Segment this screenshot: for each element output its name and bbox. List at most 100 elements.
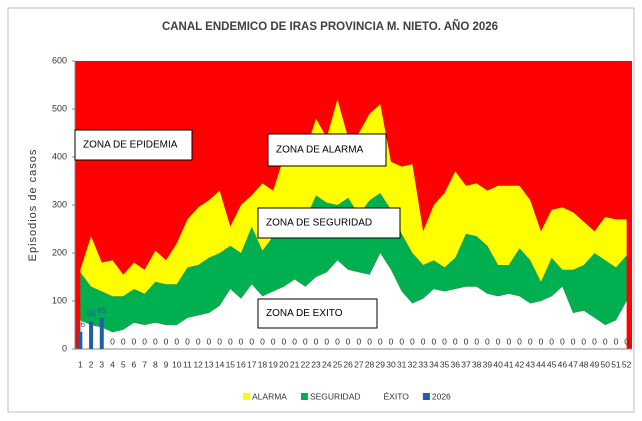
x-tick-label: 9: [164, 359, 169, 369]
data-label: 65: [97, 305, 107, 315]
x-tick-label: 20: [279, 359, 289, 369]
data-label: 0: [346, 336, 351, 346]
y-tick-label: 0: [62, 343, 67, 353]
data-label: 0: [249, 336, 254, 346]
y-tick-label: 500: [52, 103, 67, 113]
data-label: 0: [239, 336, 244, 346]
legend-label: ALARMA: [252, 391, 287, 401]
data-label: 0: [153, 336, 158, 346]
data-label: 0: [110, 336, 115, 346]
x-tick-label: 14: [215, 359, 225, 369]
data-label: 0: [581, 336, 586, 346]
x-tick-label: 34: [429, 359, 439, 369]
x-tick-label: 43: [526, 359, 536, 369]
x-tick-label: 4: [110, 359, 115, 369]
data-label: 0: [474, 336, 479, 346]
legend-swatch: [374, 393, 382, 400]
data-label: 0: [260, 336, 265, 346]
y-axis-label: Episodios de casos: [27, 149, 39, 262]
x-tick-label: 7: [142, 359, 147, 369]
data-label: 0: [539, 336, 544, 346]
data-label: 0: [614, 336, 619, 346]
data-label: 0: [367, 336, 372, 346]
x-tick-label: 13: [204, 359, 214, 369]
x-tick-label: 37: [461, 359, 471, 369]
data-label: 0: [335, 336, 340, 346]
data-label: 0: [207, 336, 212, 346]
x-tick-label: 24: [322, 359, 332, 369]
data-label: 0: [292, 336, 297, 346]
legend-label: ÉXITO: [384, 391, 410, 401]
annotation-box: [257, 298, 378, 329]
x-tick-label: 32: [408, 359, 418, 369]
x-tick-label: 16: [236, 359, 246, 369]
x-tick-label: 41: [504, 359, 514, 369]
data-label: 0: [164, 336, 169, 346]
legend-swatch: [243, 393, 250, 400]
annotation-box: [267, 133, 387, 167]
y-tick-label: 100: [52, 295, 67, 305]
x-tick-label: 27: [354, 359, 364, 369]
data-label: 0: [389, 336, 394, 346]
annotation: ZONA DE EPIDEMIA: [83, 140, 178, 151]
x-tick-label: 17: [247, 359, 257, 369]
area: [80, 99, 627, 297]
x-tick-label: 44: [536, 359, 546, 369]
annotation-box: [257, 207, 401, 239]
x-tick-label: 46: [558, 359, 568, 369]
data-label: 0: [571, 336, 576, 346]
data-label: 0: [399, 336, 404, 346]
x-tick-label: 28: [365, 359, 375, 369]
y-tick-label: 300: [52, 199, 67, 209]
data-label: 0: [314, 336, 319, 346]
data-label: 0: [196, 336, 201, 346]
x-tick-label: 39: [483, 359, 493, 369]
x-tick-label: 22: [301, 359, 311, 369]
data-label: 0: [174, 336, 179, 346]
data-label: 0: [442, 336, 447, 346]
data-label: 0: [121, 336, 126, 346]
x-tick-label: 3: [99, 359, 104, 369]
x-tick-label: 45: [547, 359, 557, 369]
x-tick-label: 40: [493, 359, 503, 369]
x-tick-label: 29: [376, 359, 386, 369]
data-label: 0: [485, 336, 490, 346]
data-label: 36: [76, 319, 86, 329]
x-tick-label: 47: [568, 359, 578, 369]
x-tick-label: 36: [451, 359, 461, 369]
data-label: 0: [142, 336, 147, 346]
data-label: 0: [378, 336, 383, 346]
data-label: 0: [528, 336, 533, 346]
x-tick-label: 42: [515, 359, 525, 369]
x-tick-label: 25: [333, 359, 343, 369]
data-label: 0: [549, 336, 554, 346]
x-tick-label: 15: [226, 359, 236, 369]
data-label: 0: [185, 336, 190, 346]
data-label: 0: [228, 336, 233, 346]
data-label: 0: [506, 336, 511, 346]
x-tick-label: 52: [622, 359, 632, 369]
chart-title: CANAL ENDEMICO DE IRAS PROVINCIA M. NIET…: [162, 20, 498, 33]
x-tick-label: 11: [183, 359, 192, 369]
bar: [99, 317, 104, 349]
x-tick-label: 51: [611, 359, 621, 369]
x-tick-label: 5: [121, 359, 126, 369]
bar: [89, 321, 94, 349]
data-label: 0: [217, 336, 222, 346]
x-tick-label: 21: [290, 359, 300, 369]
x-tick-label: 38: [472, 359, 482, 369]
y-tick-label: 400: [52, 151, 67, 161]
annotation: ZONA DE ALARMA: [276, 145, 364, 156]
x-tick-label: 1: [78, 359, 83, 369]
x-tick-label: 49: [590, 359, 600, 369]
data-label: 0: [132, 336, 137, 346]
data-label: 0: [431, 336, 436, 346]
data-label: 0: [624, 336, 629, 346]
x-tick-label: 18: [258, 359, 268, 369]
x-tick-label: 23: [311, 359, 321, 369]
area: [80, 193, 627, 333]
annotation: ZONA DE SEGURIDAD: [266, 218, 372, 229]
x-tick-label: 30: [386, 359, 396, 369]
y-tick-label: 600: [52, 55, 67, 65]
data-label: 0: [592, 336, 597, 346]
